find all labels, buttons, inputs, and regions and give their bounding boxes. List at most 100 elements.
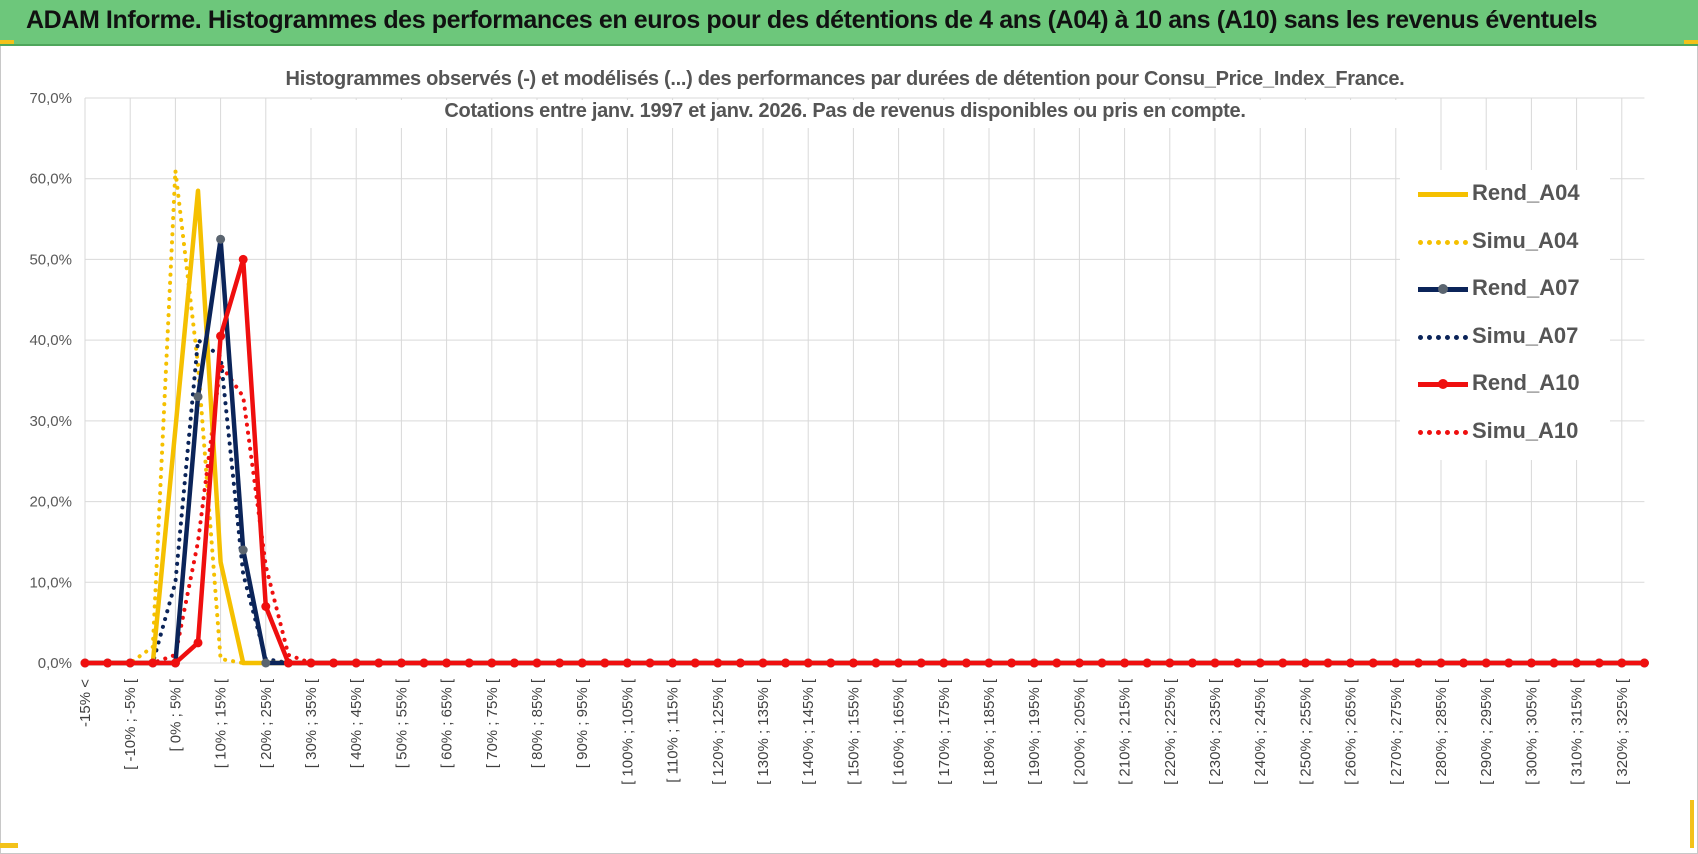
data-point-rend_a10 bbox=[1052, 658, 1062, 668]
banner-title: ADAM Informe. Histogrammes des performan… bbox=[26, 6, 1598, 34]
x-tick-label: [ 240% ; 245% [ bbox=[1252, 678, 1269, 785]
legend-item-simu_a04: Simu_A04 bbox=[1418, 228, 1608, 258]
legend-swatch bbox=[1418, 284, 1468, 294]
legend-item-rend_a10: Rend_A10 bbox=[1418, 370, 1608, 400]
corner-mark-top-left bbox=[0, 40, 14, 44]
x-tick-label: [ 110% ; 115% [ bbox=[665, 678, 682, 783]
data-point-rend_a07 bbox=[261, 658, 271, 668]
data-point-rend_a10 bbox=[1504, 658, 1514, 668]
data-point-rend_a10 bbox=[1120, 658, 1130, 668]
data-point-rend_a10 bbox=[600, 658, 610, 668]
legend-marker bbox=[1438, 284, 1448, 294]
y-tick-label: 60,0% bbox=[29, 171, 72, 188]
x-tick-label: [ 140% ; 145% [ bbox=[800, 678, 817, 785]
data-point-rend_a10 bbox=[419, 658, 429, 668]
data-point-rend_a10 bbox=[1391, 658, 1401, 668]
data-point-rend_a10 bbox=[1210, 658, 1220, 668]
y-tick-label: 70,0% bbox=[29, 90, 72, 107]
x-tick-label: [ 310% ; 315% [ bbox=[1569, 678, 1586, 785]
data-point-rend_a10 bbox=[396, 658, 406, 668]
x-tick-label: [ 180% ; 185% [ bbox=[981, 678, 998, 785]
data-point-rend_a10 bbox=[216, 331, 226, 341]
legend-item-simu_a07: Simu_A07 bbox=[1418, 323, 1608, 353]
data-point-rend_a10 bbox=[283, 658, 293, 668]
data-point-rend_a10 bbox=[1029, 658, 1039, 668]
x-tick-label: [ 60% ; 65% [ bbox=[439, 678, 456, 768]
x-tick-label: [ 290% ; 295% [ bbox=[1478, 678, 1495, 785]
x-tick-label: [ 160% ; 165% [ bbox=[891, 678, 908, 785]
legend-label: Simu_A10 bbox=[1472, 417, 1579, 443]
data-point-rend_a10 bbox=[1572, 658, 1582, 668]
legend-item-rend_a04: Rend_A04 bbox=[1418, 180, 1608, 210]
data-point-rend_a10 bbox=[713, 658, 723, 668]
chart-title-line-2: Cotations entre janv. 1997 et janv. 2026… bbox=[280, 100, 1410, 128]
x-tick-label: [ 230% ; 235% [ bbox=[1207, 678, 1224, 785]
x-tick-label: [ 20% ; 25% [ bbox=[258, 678, 275, 768]
data-point-rend_a10 bbox=[125, 658, 135, 668]
x-tick-label: [ 100% ; 105% [ bbox=[619, 678, 636, 785]
data-point-rend_a10 bbox=[464, 658, 474, 668]
chart-title-line-1: Histogrammes observés (-) et modélisés (… bbox=[280, 68, 1410, 96]
data-point-rend_a10 bbox=[1255, 658, 1265, 668]
y-tick-label: 40,0% bbox=[29, 332, 72, 349]
data-point-rend_a10 bbox=[193, 638, 203, 648]
legend-swatch bbox=[1418, 379, 1468, 389]
chart-legend: Rend_A04 Simu_A04 Rend_A07 Simu_A07 Rend_A10… bbox=[1400, 170, 1610, 460]
x-tick-label: [ 50% ; 55% [ bbox=[393, 678, 410, 768]
data-point-rend_a10 bbox=[668, 658, 678, 668]
data-point-rend_a10 bbox=[735, 658, 745, 668]
x-tick-label: -15% < bbox=[77, 679, 94, 727]
x-tick-label: [ 270% ; 275% [ bbox=[1388, 678, 1405, 785]
legend-item-rend_a07: Rend_A07 bbox=[1418, 275, 1608, 305]
data-point-rend_a10 bbox=[894, 658, 904, 668]
legend-swatch bbox=[1418, 334, 1468, 340]
data-point-rend_a10 bbox=[1436, 658, 1446, 668]
data-point-rend_a10 bbox=[622, 658, 632, 668]
y-tick-label: 20,0% bbox=[29, 494, 72, 511]
x-tick-label: [ 170% ; 175% [ bbox=[936, 678, 953, 785]
data-point-rend_a10 bbox=[1097, 658, 1107, 668]
title-banner: ADAM Informe. Histogrammes des performan… bbox=[0, 0, 1698, 46]
data-point-rend_a10 bbox=[1165, 658, 1175, 668]
legend-label: Simu_A07 bbox=[1472, 322, 1579, 348]
data-point-rend_a10 bbox=[351, 658, 361, 668]
data-point-rend_a10 bbox=[961, 658, 971, 668]
data-point-rend_a10 bbox=[329, 658, 339, 668]
data-point-rend_a10 bbox=[645, 658, 655, 668]
x-tick-label: [ 190% ; 195% [ bbox=[1026, 678, 1043, 785]
x-tick-label: [ 250% ; 255% [ bbox=[1297, 678, 1314, 785]
legend-swatch bbox=[1418, 429, 1468, 435]
x-tick-label: [ 40% ; 45% [ bbox=[348, 678, 365, 768]
x-tick-label: [ 120% ; 125% [ bbox=[710, 678, 727, 785]
data-point-rend_a10 bbox=[261, 602, 271, 611]
data-point-rend_a10 bbox=[848, 658, 858, 668]
data-point-rend_a10 bbox=[1142, 658, 1152, 668]
y-tick-label: 30,0% bbox=[29, 413, 72, 430]
x-tick-label: [ 80% ; 85% [ bbox=[529, 678, 546, 768]
x-tick-label: [ 90% ; 95% [ bbox=[574, 678, 591, 768]
x-tick-label: [ 220% ; 225% [ bbox=[1162, 678, 1179, 785]
data-point-rend_a10 bbox=[1278, 658, 1288, 668]
y-tick-label: 10,0% bbox=[29, 574, 72, 591]
data-point-rend_a10 bbox=[1617, 658, 1627, 668]
data-point-rend_a10 bbox=[1300, 658, 1310, 668]
y-tick-label: 0,0% bbox=[38, 655, 72, 672]
legend-label: Simu_A04 bbox=[1472, 227, 1579, 253]
legend-swatch bbox=[1418, 192, 1468, 197]
data-point-rend_a10 bbox=[306, 658, 316, 668]
x-tick-label: [ -10% ; -5% [ bbox=[122, 678, 139, 770]
data-point-rend_a10 bbox=[871, 658, 881, 668]
data-point-rend_a10 bbox=[532, 658, 542, 668]
x-tick-label: [ 0% ; 5% [ bbox=[167, 678, 184, 751]
x-tick-label: [ 70% ; 75% [ bbox=[484, 678, 501, 768]
data-point-rend_a10 bbox=[1413, 658, 1423, 668]
data-point-rend_a10 bbox=[826, 658, 836, 668]
data-point-rend_a10 bbox=[1007, 658, 1017, 668]
data-point-rend_a07 bbox=[193, 392, 203, 402]
data-point-rend_a10 bbox=[803, 658, 813, 668]
data-point-rend_a10 bbox=[758, 658, 768, 668]
data-point-rend_a10 bbox=[690, 658, 700, 668]
data-point-rend_a10 bbox=[103, 658, 113, 668]
data-point-rend_a10 bbox=[509, 658, 519, 668]
